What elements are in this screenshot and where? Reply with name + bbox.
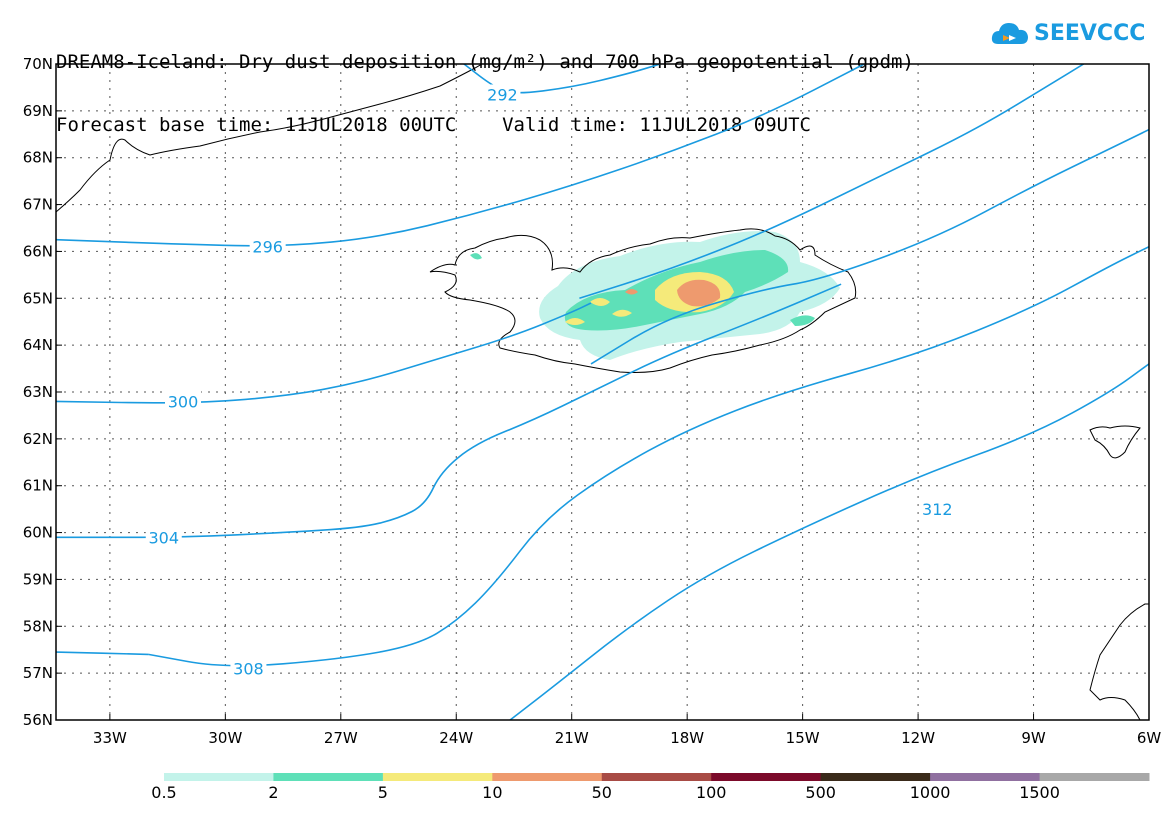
legend-swatch	[601, 773, 712, 781]
colorbar-legend: 0.5 2 5 10 50 100 500 1000 1500	[151, 773, 1150, 802]
longitude-axis: 33W 30W 27W 24W 21W 18W 15W 12W 9W 6W	[93, 714, 1161, 747]
lat-tick-label: 58N	[23, 617, 53, 635]
lat-tick-label: 62N	[23, 430, 53, 448]
lat-tick-label: 68N	[23, 149, 53, 167]
contour-line	[463, 64, 661, 94]
contour-line	[56, 302, 592, 404]
contour-label: 308	[233, 659, 264, 678]
legend-label: 5	[378, 783, 388, 802]
lon-tick-label: 33W	[93, 729, 127, 747]
contour-label: 312	[922, 500, 953, 519]
iceland-coast	[429, 228, 857, 373]
faroe-coast	[1089, 425, 1141, 459]
legend-label: 50	[592, 783, 612, 802]
lat-tick-label: 69N	[23, 102, 53, 120]
lat-tick-label: 63N	[23, 383, 53, 401]
legend-swatch	[1039, 773, 1150, 781]
contour-label-bg	[145, 527, 182, 546]
lat-tick-label: 59N	[23, 570, 53, 588]
contour-label: 300	[168, 392, 199, 411]
legend-swatch	[273, 773, 384, 781]
gridlines	[56, 64, 1149, 720]
legend-swatch	[492, 773, 603, 781]
seevccc-logo: SEEVCCC	[990, 18, 1145, 48]
title-line-1: DREAM8-Iceland: Dry dust deposition (mg/…	[56, 51, 914, 73]
scotland-coast	[1089, 603, 1149, 720]
contour-line	[509, 363, 1149, 720]
legend-swatch	[382, 773, 493, 781]
lat-tick-label: 64N	[23, 336, 53, 354]
lon-tick-label: 30W	[208, 729, 242, 747]
contour-line	[56, 64, 865, 247]
lon-tick-label: 9W	[1021, 729, 1046, 747]
legend-label: 1000	[910, 783, 951, 802]
cloud-icon	[991, 23, 1028, 44]
title-block: DREAM8-Iceland: Dry dust deposition (mg/…	[56, 10, 914, 157]
legend-label: 500	[805, 783, 836, 802]
geopotential-contours	[56, 64, 1149, 720]
lon-tick-label: 21W	[555, 729, 589, 747]
contour-label-bg	[484, 84, 521, 103]
contour-line	[56, 651, 149, 656]
contour-label-bg	[919, 499, 956, 518]
contour-line	[590, 128, 1149, 365]
deposition-level-5-d	[565, 318, 585, 325]
lat-tick-label: 66N	[23, 242, 53, 260]
deposition-level-5-b	[590, 298, 610, 306]
contour-label-bg	[230, 658, 267, 677]
logo-text: SEEVCCC	[1034, 20, 1146, 46]
lon-tick-label: 27W	[324, 729, 358, 747]
lon-tick-label: 6W	[1137, 729, 1162, 747]
coastlines	[56, 64, 1149, 720]
lat-tick-label: 57N	[23, 664, 53, 682]
legend-label: 1500	[1019, 783, 1060, 802]
lon-tick-label: 15W	[786, 729, 820, 747]
contour-labels: 292 296 300 304 308 312	[145, 84, 956, 678]
legend-swatch	[164, 773, 274, 781]
latitude-axis: 70N 69N 68N 67N 66N 65N 64N 63N 62N 61N 60N 59N 58N 5…	[23, 55, 62, 729]
greenland-coast	[56, 64, 483, 213]
contour-label-bg	[165, 391, 202, 410]
legend-swatch	[711, 773, 822, 781]
deposition-field	[470, 231, 840, 360]
legend-swatch	[930, 773, 1041, 781]
contour-label-bg	[249, 236, 286, 255]
legend-label: 100	[696, 783, 727, 802]
contour-line	[148, 245, 1149, 667]
deposition-level-10	[677, 279, 721, 307]
lon-tick-label: 24W	[439, 729, 473, 747]
legend-swatch	[820, 773, 931, 781]
deposition-level-10-b	[625, 289, 638, 295]
deposition-level-2-west	[470, 253, 482, 260]
deposition-level-5-c	[612, 309, 632, 317]
lat-tick-label: 56N	[23, 711, 53, 729]
title-line-2: Forecast base time: 11JUL2018 00UTC Vali…	[56, 114, 811, 136]
contour-label: 292	[487, 85, 518, 104]
contour-line	[579, 64, 1085, 300]
lat-tick-label: 65N	[23, 289, 53, 307]
lat-tick-label: 60N	[23, 524, 53, 542]
contour-label: 296	[252, 238, 283, 257]
legend-label: 2	[268, 783, 278, 802]
lon-tick-label: 18W	[670, 729, 704, 747]
lat-tick-label: 70N	[23, 55, 53, 73]
deposition-level-2-east	[790, 315, 815, 326]
lon-tick-label: 12W	[901, 729, 935, 747]
legend-label: 10	[482, 783, 502, 802]
contour-line	[56, 283, 842, 539]
lat-tick-label: 67N	[23, 196, 53, 214]
contour-label: 304	[148, 528, 179, 547]
lat-tick-label: 61N	[23, 477, 53, 495]
legend-label: 0.5	[151, 783, 176, 802]
